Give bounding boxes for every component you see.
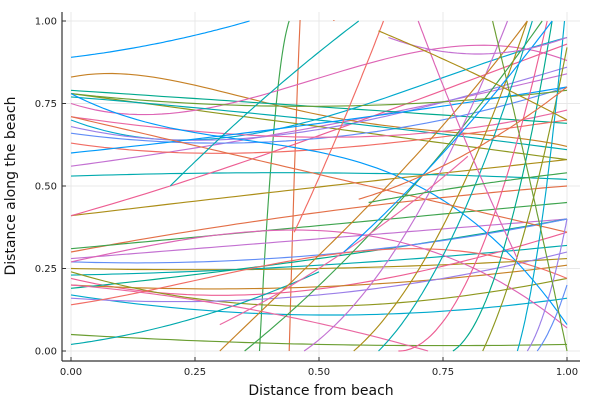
y-axis-label: Distance along the beach [3, 97, 19, 276]
series-line [258, 20, 290, 352]
series-line [70, 271, 568, 307]
series-line [219, 20, 528, 352]
series-line [70, 271, 320, 345]
series-line [343, 20, 553, 253]
series-line [244, 20, 543, 352]
series-line [293, 20, 385, 233]
series-line [353, 20, 528, 352]
series-line [70, 44, 568, 116]
series-line [70, 294, 568, 316]
series-line [70, 96, 568, 151]
series-line [388, 36, 568, 55]
x-tick-label: 0.00 [60, 367, 82, 378]
series-line [398, 20, 548, 352]
series-line [70, 43, 568, 217]
series-line [358, 86, 568, 200]
series-line [70, 218, 568, 260]
series-line [368, 172, 568, 204]
series-line [288, 20, 335, 352]
series-line [70, 251, 568, 303]
x-tick-label: 0.75 [432, 367, 454, 378]
series-line [70, 159, 568, 217]
series-line [70, 93, 568, 161]
series-line [169, 20, 360, 187]
series-line [70, 229, 568, 329]
y-tick-label: 1.00 [35, 17, 57, 28]
series-line [378, 30, 568, 121]
series-group [70, 20, 568, 352]
series-line [516, 20, 566, 352]
series-line [70, 185, 568, 253]
series-line [70, 66, 568, 141]
series-line [526, 218, 568, 352]
series-line [70, 264, 568, 290]
axes [61, 12, 580, 362]
series-line [70, 86, 568, 144]
series-line [70, 248, 568, 306]
series-line [70, 93, 568, 325]
series-line [70, 20, 250, 58]
y-tick-label: 0.00 [35, 347, 57, 358]
series-line [70, 218, 568, 289]
tick-labels: 0.00 0.25 0.50 0.75 1.00 0.00 0.25 0.50 0.75 1.00 [35, 17, 578, 379]
series-line [70, 201, 568, 250]
y-tick-label: 0.25 [35, 264, 57, 275]
x-axis-label: Distance from beach [248, 383, 393, 399]
series-line [70, 172, 568, 180]
series-line [70, 119, 568, 154]
series-line [70, 244, 568, 276]
series-line [417, 20, 518, 259]
series-line [70, 333, 568, 347]
x-tick-label: 1.00 [556, 367, 578, 378]
series-line [482, 47, 568, 352]
series-line [303, 20, 509, 352]
series-line [70, 109, 568, 138]
series-line [70, 116, 568, 233]
series-line [536, 284, 568, 352]
x-tick-label: 0.25 [184, 367, 206, 378]
y-tick-label: 0.50 [35, 182, 57, 193]
series-line [378, 20, 533, 352]
series-line [492, 20, 568, 352]
series-line [452, 20, 553, 352]
x-tick-label: 0.50 [308, 367, 330, 378]
y-tick-label: 0.75 [35, 99, 57, 110]
